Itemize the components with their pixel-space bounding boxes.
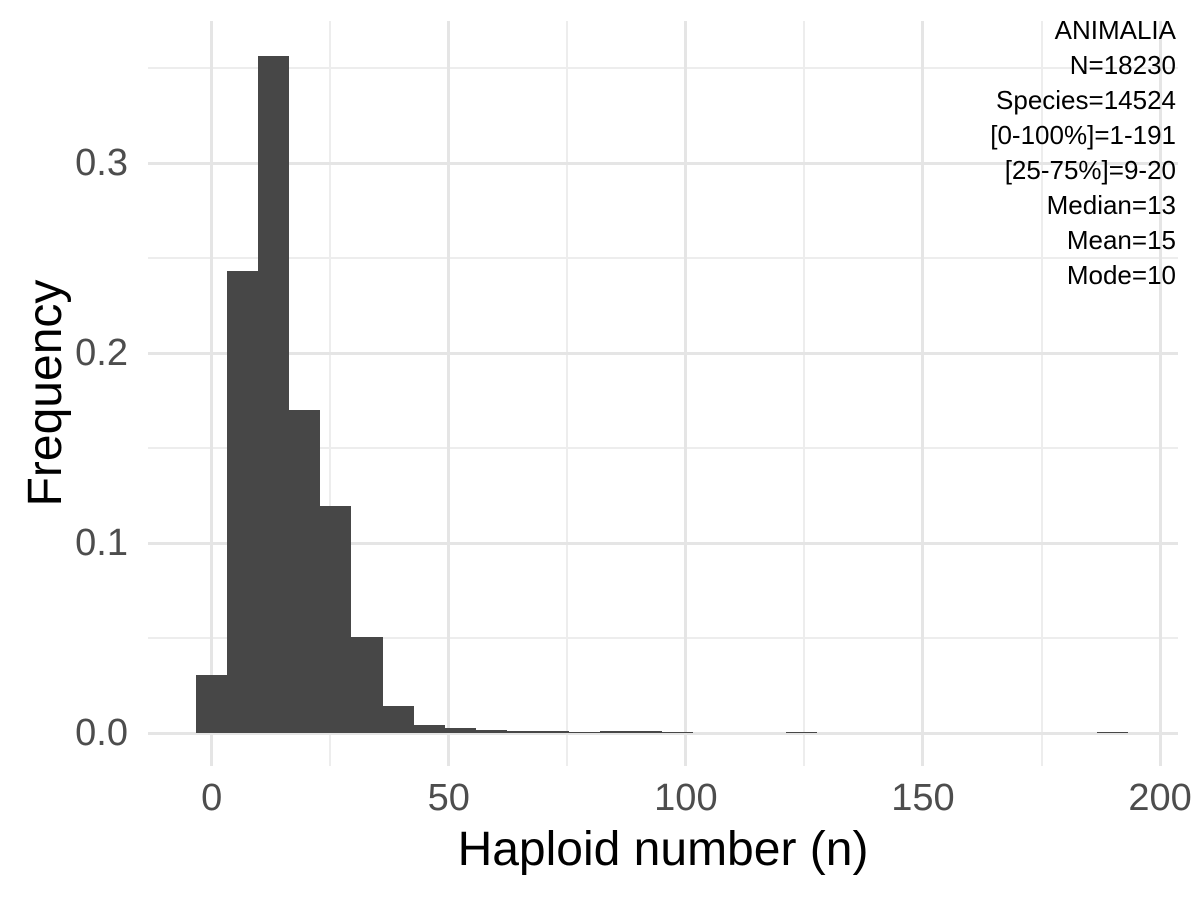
histogram-bar <box>196 675 227 733</box>
histogram-bar <box>569 732 600 733</box>
y-tick-label: 0.2 <box>75 332 128 375</box>
histogram-bar <box>320 506 351 733</box>
histogram-bar <box>227 271 258 733</box>
x-tick-label: 150 <box>891 777 955 819</box>
stats-annotation-line: [25-75%]=9-20 <box>1004 155 1176 185</box>
gridline-x-major <box>210 21 214 766</box>
histogram-bar <box>289 410 320 733</box>
histogram-bar <box>538 731 569 733</box>
histogram-bar <box>476 730 507 733</box>
gridline-y-minor <box>148 67 1178 70</box>
histogram-bar <box>1097 732 1128 733</box>
stats-annotation-line: Mode=10 <box>1066 260 1176 290</box>
histogram-bar <box>507 731 538 733</box>
x-tick-label: 100 <box>654 777 718 819</box>
histogram-bar <box>600 731 631 733</box>
stats-annotation-line: [0-100%]=1-191 <box>990 120 1176 150</box>
gridline-x-minor <box>566 21 569 766</box>
histogram-bar <box>786 732 817 733</box>
x-axis-title: Haploid number (n) <box>457 823 869 876</box>
stats-annotation-line: Median=13 <box>1046 190 1176 220</box>
stats-annotation-line: Mean=15 <box>1066 225 1176 255</box>
gridline-x-major <box>684 21 688 766</box>
y-tick-label: 0.1 <box>75 522 128 565</box>
plot-panel <box>148 21 1178 766</box>
y-tick-label: 0.3 <box>75 142 128 185</box>
histogram-bar <box>631 731 662 733</box>
gridline-x-major <box>447 21 451 766</box>
histogram-bar <box>445 728 476 733</box>
gridline-x-major <box>921 21 925 766</box>
y-axis-title-text: Frequency <box>19 279 72 507</box>
stats-annotation: ANIMALIA N=18230 Species=14524 [0-100%]=1-1… <box>990 13 1176 293</box>
x-tick-label: 200 <box>1128 777 1192 819</box>
histogram-bar <box>351 637 383 733</box>
gridline-y-major <box>148 731 1178 735</box>
stats-annotation-line: N=18230 <box>1069 50 1176 80</box>
gridline-y-major <box>148 161 1178 165</box>
gridline-y-minor <box>148 637 1178 640</box>
gridline-x-minor <box>803 21 806 766</box>
histogram-bar <box>258 56 289 733</box>
histogram-bar <box>662 732 693 733</box>
gridline-y-major <box>148 351 1178 355</box>
x-tick-label: 0 <box>201 777 223 819</box>
gridline-x-minor <box>1040 21 1043 766</box>
y-tick-label: 0.0 <box>75 712 128 755</box>
histogram-bar <box>414 725 445 733</box>
gridline-y-minor <box>148 447 1178 450</box>
stats-annotation-line: Species=14524 <box>996 85 1176 115</box>
stats-annotation-line: ANIMALIA <box>1054 15 1176 45</box>
gridline-x-minor <box>329 21 332 766</box>
histogram-bar <box>383 706 414 733</box>
gridline-y-major <box>148 541 1178 545</box>
gridline-y-minor <box>148 257 1178 260</box>
gridline-x-major <box>1158 21 1162 766</box>
x-tick-label: 50 <box>427 777 470 819</box>
